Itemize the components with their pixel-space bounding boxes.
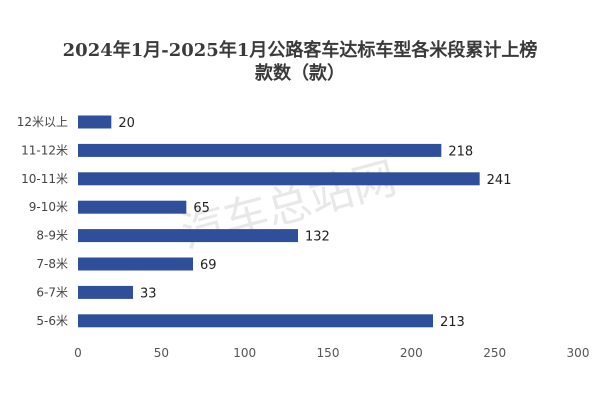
bar-0 <box>78 115 112 129</box>
data-label-0: 20 <box>118 116 135 131</box>
bar-1 <box>78 143 442 157</box>
data-label-7: 213 <box>440 315 465 330</box>
chart-title-line-1: 2024年1月-2025年1月公路客车达标车型各米段累计上榜 <box>62 40 538 61</box>
category-label-2: 10-11米 <box>21 172 68 186</box>
bar-6 <box>78 285 133 299</box>
category-label-5: 7-8米 <box>36 257 68 271</box>
data-label-5: 69 <box>200 258 217 273</box>
chart-title-line-2: 款数（款） <box>255 63 345 84</box>
category-label-6: 6-7米 <box>36 285 68 299</box>
bar-2 <box>78 172 480 186</box>
data-label-4: 132 <box>305 230 330 245</box>
data-label-1: 218 <box>448 144 473 159</box>
x-tick-label-3: 150 <box>317 346 340 360</box>
x-tick-label-0: 0 <box>74 346 82 360</box>
category-label-0: 12米以上 <box>17 115 68 129</box>
bar-4 <box>78 229 298 243</box>
x-tick-label-4: 200 <box>400 346 423 360</box>
category-label-4: 8-9米 <box>36 229 68 243</box>
x-tick-label-6: 300 <box>567 346 590 360</box>
data-label-6: 33 <box>140 286 157 301</box>
category-label-7: 5-6米 <box>36 314 68 328</box>
bar-3 <box>78 200 187 214</box>
x-tick-label-2: 100 <box>233 346 256 360</box>
bar-5 <box>78 257 193 271</box>
data-label-3: 65 <box>193 201 210 216</box>
category-label-1: 11-12米 <box>21 143 68 157</box>
data-label-2: 241 <box>487 173 512 188</box>
bar-7 <box>78 314 433 328</box>
x-tick-label-1: 50 <box>154 346 169 360</box>
x-tick-label-5: 250 <box>483 346 506 360</box>
category-label-3: 9-10米 <box>29 200 68 214</box>
